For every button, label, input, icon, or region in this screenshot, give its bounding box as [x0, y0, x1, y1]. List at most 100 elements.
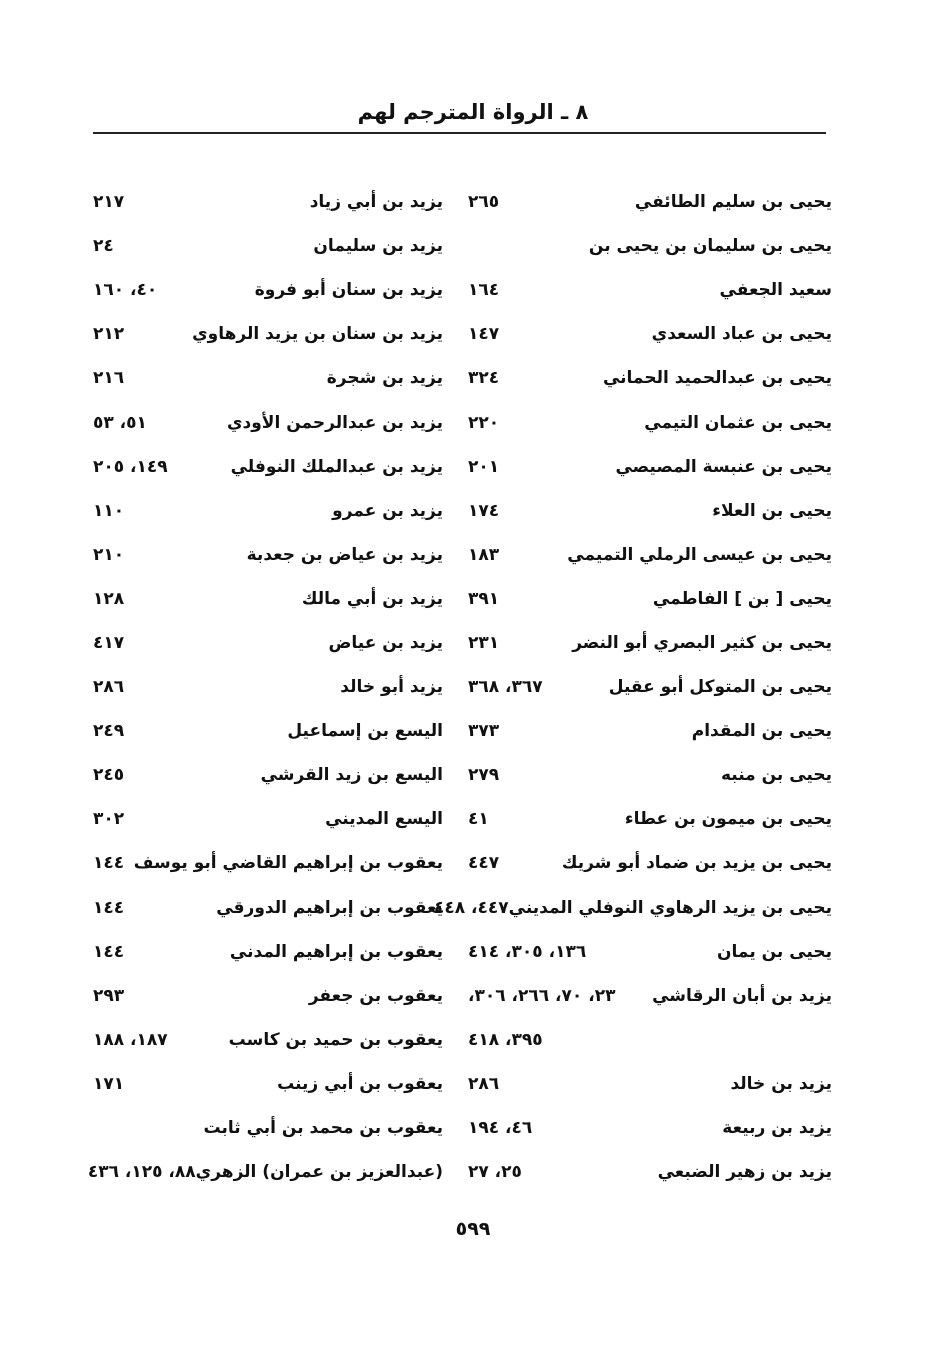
- page-references: ١١٠: [93, 500, 125, 521]
- narrator-name: يعقوب بن إبراهيم القاضي أبو يوسف: [133, 853, 443, 874]
- narrator-name: يعقوب بن حميد بن كاسب: [228, 1029, 443, 1050]
- narrator-name: يحيى بن يزيد الرهاوي النوفلي المديني: [508, 897, 832, 918]
- index-entry: يحيى بن عثمان التيمي ٢٢٠: [468, 400, 832, 444]
- narrator-name: (عبدالعزيز بن عمران) الزهري: [195, 1162, 443, 1183]
- page-references: ٢٤٥: [93, 765, 125, 786]
- page-references: ٢٩٣: [93, 985, 125, 1006]
- narrator-name: يحيى بن عبدالحميد الحماني: [602, 368, 832, 389]
- index-entry: سعيد الجعفي ١٦٤: [468, 268, 832, 312]
- page-references: ٢١٢: [93, 324, 125, 345]
- index-entry: يحيى بن سليمان بن يحيى بن: [468, 224, 832, 268]
- page-references: ٣٠٢: [93, 809, 125, 830]
- page-references: ٢٥، ٢٧: [468, 1162, 522, 1183]
- index-entry: يعقوب بن جعفر ٢٩٣: [93, 974, 443, 1018]
- page-title: ٨ ـ الرواة المترجم لهم: [357, 100, 589, 124]
- page-references: ٣٦٧، ٣٦٨: [468, 677, 543, 698]
- page-references: ٢٧٩: [468, 765, 500, 786]
- index-entry: اليسع بن إسماعيل ٢٤٩: [93, 709, 443, 753]
- page-references: ٣٧٣: [468, 721, 500, 742]
- narrator-name: يحيى بن عنبسة المصيصي: [615, 456, 832, 477]
- index-entry: يزيد بن أبان الرقاشي ٢٣، ٧٠، ٢٦٦، ٣٠٦،: [468, 974, 832, 1018]
- index-entry: يحيى بن كثير البصري أبو النضر ٢٣١: [468, 621, 832, 665]
- narrator-name: يحيى بن المقدام: [691, 721, 832, 742]
- page-references: ٢٢٠: [468, 412, 500, 433]
- narrator-name: يعقوب بن إبراهيم الدورقي: [216, 897, 443, 918]
- page-references: ٢٤: [93, 236, 114, 257]
- index-entry: يعقوب بن إبراهيم الدورقي ١٤٤: [93, 886, 443, 930]
- index-entry: يعقوب بن حميد بن كاسب ١٨٧، ١٨٨: [93, 1018, 443, 1062]
- narrator-name: سعيد الجعفي: [719, 280, 832, 301]
- page-references: ١٨٧، ١٨٨: [93, 1029, 168, 1050]
- index-entry: يعقوب بن محمد بن أبي ثابت: [93, 1106, 443, 1150]
- index-column-left: يزيد بن أبي زياد ٢١٧ يزيد بن سليمان ٢٤ يزيد …: [88, 180, 443, 1194]
- page-references: ٤١: [468, 809, 489, 830]
- narrator-name: يزيد بن سليمان: [313, 236, 443, 257]
- index-entry: يزيد بن عياض بن جعدبة ٢١٠: [93, 533, 443, 577]
- index-entry: يحيى بن عنبسة المصيصي ٢٠١: [468, 445, 832, 489]
- narrator-name: يزيد بن سنان أبو فروة: [254, 280, 443, 301]
- narrator-name: يزيد بن أبي مالك: [301, 588, 443, 609]
- page-references: ١٧١: [93, 1073, 125, 1094]
- page-references: ١٤٤: [93, 941, 125, 962]
- narrator-name: يحيى بن يزيد بن ضماد أبو شريك: [561, 853, 832, 874]
- narrator-name: يزيد بن خالد: [730, 1073, 832, 1094]
- page-references: ١٢٨: [93, 588, 125, 609]
- narrator-name: يزيد بن عمرو: [332, 500, 443, 521]
- index-entry: يزيد أبو خالد ٢٨٦: [93, 665, 443, 709]
- page-references: ٢١٦: [93, 368, 125, 389]
- index-entry: يعقوب بن إبراهيم المدني ١٤٤: [93, 930, 443, 974]
- page-references: ٢٣١: [468, 632, 500, 653]
- page-references: ٢١٠: [93, 544, 125, 565]
- narrator-name: يحيى بن يمان: [717, 941, 832, 962]
- page-references: ٢١٧: [93, 192, 125, 213]
- page-references: ١٤٤: [93, 897, 125, 918]
- page-references: ٢٤٩: [93, 721, 125, 742]
- narrator-name: يحيى بن العلاء: [712, 500, 832, 521]
- index-entry: يحيى بن العلاء ١٧٤: [468, 489, 832, 533]
- page-references: ٤١٧: [93, 632, 125, 653]
- index-entry: يزيد بن سليمان ٢٤: [93, 224, 443, 268]
- page-references: ١٤٩، ٢٠٥: [93, 456, 168, 477]
- index-entry: يزيد بن عبدالملك النوفلي ١٤٩، ٢٠٥: [93, 445, 443, 489]
- index-entry: يزيد بن شجرة ٢١٦: [93, 356, 443, 400]
- index-entry: يزيد بن ربيعة ٤٦، ١٩٤: [468, 1106, 832, 1150]
- narrator-name: يحيى بن ميمون بن عطاء: [624, 809, 832, 830]
- index-entry: يحيى بن يزيد بن ضماد أبو شريك ٤٤٧: [468, 841, 832, 885]
- index-entry: يحيى بن المقدام ٣٧٣: [468, 709, 832, 753]
- index-entry: يحيى بن منبه ٢٧٩: [468, 753, 832, 797]
- page-references: ٢٦٥: [468, 192, 500, 213]
- narrator-name: يزيد بن أبان الرقاشي: [652, 985, 832, 1006]
- index-entry: يعقوب بن إبراهيم القاضي أبو يوسف ١٤٤: [93, 841, 443, 885]
- index-entry: يزيد بن أبي زياد ٢١٧: [93, 180, 443, 224]
- page-references: ١٨٣: [468, 544, 500, 565]
- page-references: ٢٣، ٧٠، ٢٦٦، ٣٠٦،: [468, 985, 616, 1006]
- narrator-name: يعقوب بن إبراهيم المدني: [229, 941, 443, 962]
- narrator-name: اليسع بن زيد القرشي: [260, 765, 443, 786]
- narrator-name: يزيد بن سنان بن يزيد الرهاوي: [192, 324, 443, 345]
- index-entry: يحيى بن ميمون بن عطاء ٤١: [468, 797, 832, 841]
- page-references: ١٤٧: [468, 324, 500, 345]
- narrator-name: يحيى بن كثير البصري أبو النضر: [572, 632, 832, 653]
- index-entry: يزيد بن عبدالرحمن الأودي ٥١، ٥٣: [93, 400, 443, 444]
- narrator-name: يحيى بن المتوكل أبو عقيل: [608, 677, 832, 698]
- narrator-name: اليسع بن إسماعيل: [287, 721, 443, 742]
- page-references: ٥١، ٥٣: [93, 412, 147, 433]
- narrator-name: يزيد أبو خالد: [340, 677, 443, 698]
- index-entry: يزيد بن خالد ٢٨٦: [468, 1062, 832, 1106]
- page-references: ٣٢٤: [468, 368, 500, 389]
- page-references: ١٣٦، ٣٠٥، ٤١٤: [468, 941, 587, 962]
- page-references: ١٦٤: [468, 280, 500, 301]
- index-entry: اليسع بن زيد القرشي ٢٤٥: [93, 753, 443, 797]
- page-references: ٤٠، ١٦٠: [93, 280, 158, 301]
- index-entry: يحيى بن يمان ١٣٦، ٣٠٥، ٤١٤: [468, 930, 832, 974]
- narrator-name: اليسع المديني: [325, 809, 443, 830]
- index-entry: يحيى بن سليم الطائفي ٢٦٥: [468, 180, 832, 224]
- index-column-right: يحيى بن سليم الطائفي ٢٦٥ يحيى بن سليمان بن…: [434, 180, 832, 1194]
- page-references: ٣٩٥، ٤١٨: [468, 1029, 543, 1050]
- narrator-name: يزيد بن عبدالرحمن الأودي: [226, 412, 443, 433]
- page-references: ٢٠١: [468, 456, 500, 477]
- index-entry: (عبدالعزيز بن عمران) الزهري ٨٨، ١٢٥، ٤٣٦: [88, 1150, 443, 1194]
- narrator-name: يحيى بن عباد السعدي: [651, 324, 832, 345]
- index-entry: يحيى بن عيسى الرملي التميمي ١٨٣: [468, 533, 832, 577]
- index-entry: يحيى [ بن ] الفاطمي ٣٩١: [468, 577, 832, 621]
